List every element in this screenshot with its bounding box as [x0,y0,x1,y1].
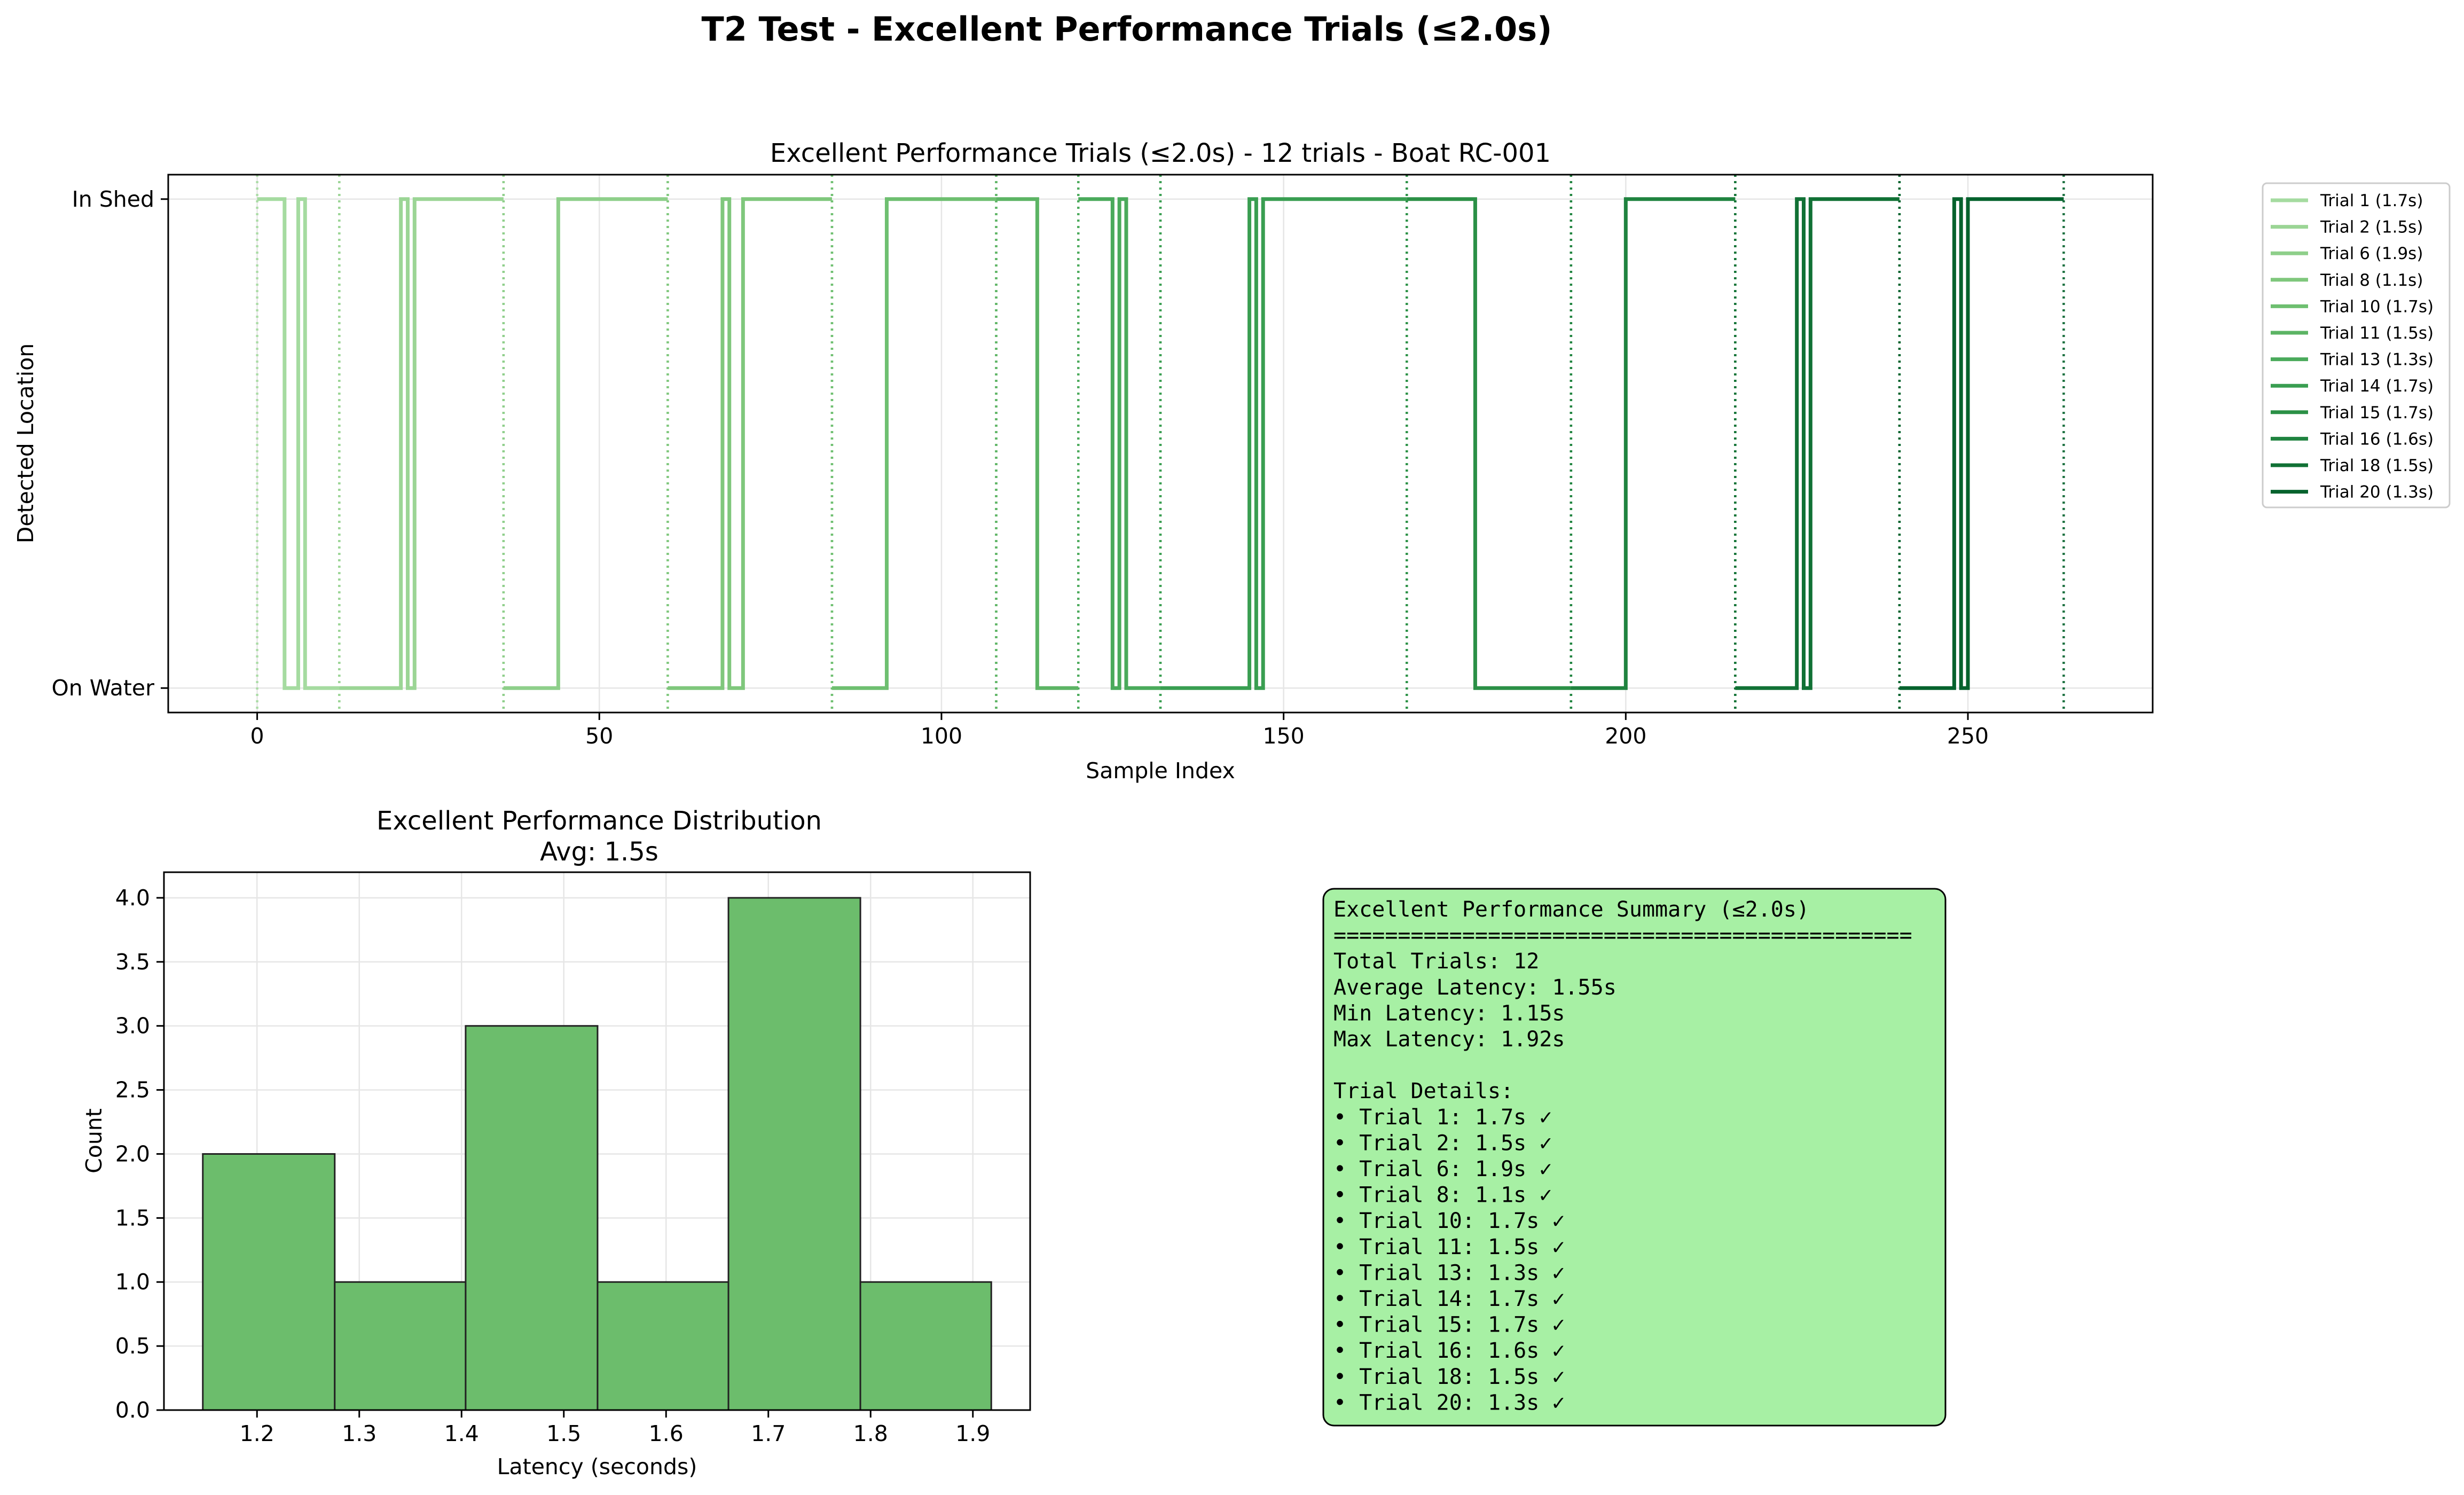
x-tick-label: 100 [921,723,962,749]
legend-label: Trial 18 (1.5s) [2320,456,2434,475]
trial-step-line [257,197,340,690]
summary-line: Min Latency: 1.15s [1333,1001,1565,1026]
trial-step-line [831,197,996,690]
trial-step-lines [257,197,2064,690]
summary-line: • Trial 16: 1.6s ✓ [1333,1339,1565,1363]
y-tick-label: 1.0 [115,1269,150,1295]
histogram-bar [859,1281,992,1411]
summary-line: • Trial 10: 1.7s ✓ [1333,1209,1565,1233]
step-chart-title: Excellent Performance Trials (≤2.0s) - 1… [770,138,1551,168]
summary-line: • Trial 8: 1.1s ✓ [1333,1183,1552,1208]
trial-step-line [1407,197,1571,690]
legend-label: Trial 15 (1.7s) [2320,403,2434,422]
y-tick-label: 4.0 [115,885,150,911]
y-tick-label: 1.5 [115,1205,150,1231]
summary-line: Total Trials: 12 [1333,949,1539,974]
figure-title: T2 Test - Excellent Performance Trials (… [701,10,1552,49]
summary-line: Trial Details: [1333,1079,1513,1103]
trial-step-line [1735,197,1900,690]
x-tick-label: 150 [1263,723,1305,749]
step-chart: 0 50 100 150 200 250 On Water In Shed Excellen… [13,138,2154,784]
y-tick-label: On Water [52,675,155,701]
histogram-ylabel: Count [81,1108,107,1173]
histogram-bar [465,1025,599,1411]
x-tick-label: 1.5 [546,1421,581,1446]
trial-step-line [503,197,668,690]
histogram-bar [334,1281,467,1411]
legend-box [2262,182,2451,508]
x-tick-label: 1.9 [955,1421,990,1446]
trial-step-line [1160,197,1407,690]
step-chart-ylabel: Detected Location [13,343,38,543]
summary-line: • Trial 15: 1.7s ✓ [1333,1313,1565,1337]
histogram-y-ticks: 0.0 0.5 1.0 1.5 2.0 2.5 3.0 3.5 4.0 [115,885,164,1423]
trial-step-line [668,197,832,690]
histogram-bars [202,897,992,1411]
summary-line: • Trial 11: 1.5s ✓ [1333,1235,1565,1259]
legend-label: Trial 6 (1.9s) [2320,244,2423,263]
legend-label: Trial 13 (1.3s) [2320,350,2434,370]
step-chart-frame [167,174,2154,714]
trial-step-line [1571,197,1736,690]
x-tick-label: 1.8 [853,1421,888,1446]
legend-label: Trial 10 (1.7s) [2320,297,2434,316]
trial-step-line [1899,197,2064,690]
y-tick-label: In Shed [72,186,154,212]
trial-step-line [996,197,1079,690]
histogram-frame [163,871,1031,1411]
x-tick-label: 0 [250,723,264,749]
y-tick-label: 2.0 [115,1141,150,1167]
summary-box [1322,888,1947,1427]
y-tick-label: 0.5 [115,1333,150,1359]
legend-label: Trial 20 (1.3s) [2320,483,2434,502]
y-tick-label: 2.5 [115,1077,150,1103]
summary-line: • Trial 6: 1.9s ✓ [1333,1157,1552,1181]
step-chart-x-ticks: 0 50 100 150 200 250 [250,713,1989,749]
histogram-bar [727,897,861,1411]
histogram-bar [202,1153,336,1411]
x-tick-label: 50 [585,723,613,749]
legend-label: Trial 1 (1.7s) [2320,191,2423,210]
legend: Trial 1 (1.7s) Trial 2 (1.5s) Trial 6 (1.9… [2262,182,2451,508]
summary-line: ========================================… [1333,923,1912,948]
legend-label: Trial 11 (1.5s) [2320,324,2434,343]
histogram: 1.2 1.3 1.4 1.5 1.6 1.7 1.8 1.9 0.0 0.5 1.0 1.5 2.0… [81,806,1031,1480]
summary-line: • Trial 18: 1.5s ✓ [1333,1365,1565,1389]
y-tick-label: 3.5 [115,949,150,975]
x-tick-label: 1.6 [649,1421,684,1446]
x-tick-label: 1.3 [342,1421,376,1446]
summary-line: • Trial 2: 1.5s ✓ [1333,1131,1552,1155]
trial-step-line [1078,197,1160,690]
histogram-x-ticks: 1.2 1.3 1.4 1.5 1.6 1.7 1.8 1.9 [240,1410,990,1446]
y-tick-label: 0.0 [115,1397,150,1423]
trial-boundary-markers [256,175,2065,713]
x-tick-label: 250 [1947,723,1989,749]
histogram-title: Excellent Performance Distribution [376,806,822,836]
legend-label: Trial 16 (1.6s) [2320,429,2434,449]
y-tick-label: 3.0 [115,1013,150,1039]
step-chart-y-ticks: On Water In Shed [52,186,168,701]
histogram-bar [597,1281,729,1411]
legend-label: Trial 8 (1.1s) [2320,271,2423,290]
summary-line: • Trial 20: 1.3s ✓ [1333,1390,1565,1415]
step-chart-xlabel: Sample Index [1086,758,1235,784]
x-tick-label: 1.7 [751,1421,786,1446]
histogram-xlabel: Latency (seconds) [497,1454,697,1480]
x-tick-label: 1.4 [444,1421,479,1446]
legend-label: Trial 2 (1.5s) [2320,218,2423,237]
legend-label: Trial 14 (1.7s) [2320,377,2434,396]
summary-line: • Trial 13: 1.3s ✓ [1333,1261,1565,1285]
x-tick-label: 200 [1605,723,1646,749]
summary-line: • Trial 14: 1.7s ✓ [1333,1287,1565,1311]
summary-line: Excellent Performance Summary (≤2.0s) [1333,897,1809,922]
histogram-grid [164,872,1030,1411]
summary-line: Max Latency: 1.92s [1333,1027,1565,1052]
summary-line: • Trial 1: 1.7s ✓ [1333,1105,1552,1130]
histogram-subtitle: Avg: 1.5s [540,837,658,867]
trial-step-line [339,197,504,690]
summary-line: Average Latency: 1.55s [1333,975,1616,1000]
summary-panel: Excellent Performance Summary (≤2.0s)===… [1322,888,1947,1427]
x-tick-label: 1.2 [240,1421,274,1446]
